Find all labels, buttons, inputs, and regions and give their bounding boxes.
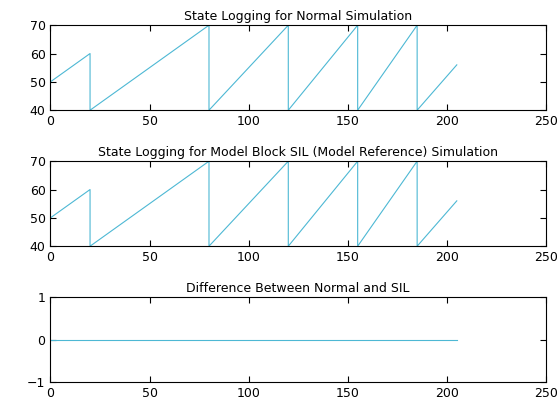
Title: State Logging for Model Block SIL (Model Reference) Simulation: State Logging for Model Block SIL (Model… xyxy=(98,146,498,159)
Title: Difference Between Normal and SIL: Difference Between Normal and SIL xyxy=(186,282,410,295)
Title: State Logging for Normal Simulation: State Logging for Normal Simulation xyxy=(184,10,412,23)
